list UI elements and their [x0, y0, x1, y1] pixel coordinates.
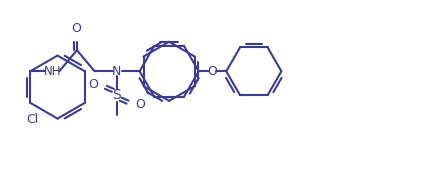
Text: O: O: [88, 78, 98, 91]
Text: NH: NH: [43, 65, 61, 78]
Text: Cl: Cl: [26, 113, 38, 126]
Text: O: O: [71, 22, 81, 35]
Text: S: S: [112, 88, 121, 102]
Text: O: O: [135, 98, 145, 111]
Text: N: N: [112, 65, 122, 78]
Text: O: O: [207, 65, 217, 78]
